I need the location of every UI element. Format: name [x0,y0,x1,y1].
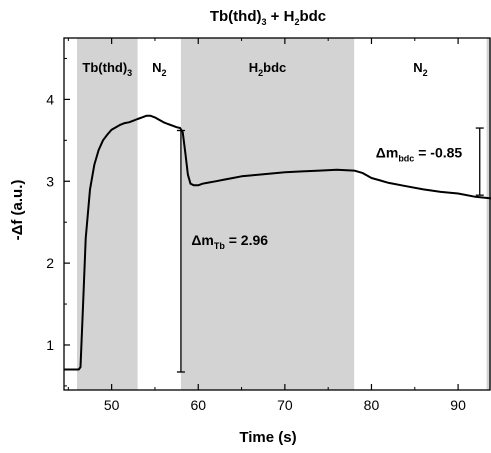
x-tick-label: 80 [364,397,380,413]
x-axis-title: Time (s) [239,429,296,446]
y-tick-label: 3 [46,173,54,189]
delta-annotation: ΔmTb = 2.96 [191,232,268,251]
x-tick-label: 90 [450,397,466,413]
region-label: N2 [152,60,166,78]
chart-title: Tb(thd)3 + H2bdc [210,8,326,27]
x-tick-label: 60 [190,397,206,413]
region-label: Tb(thd)3 [82,60,132,78]
region-band [76,38,138,390]
annotations: ΔmTb = 2.96 Δmbdc = -0.85 [176,127,484,373]
y-tick-label: 1 [46,337,54,353]
shaded-regions [76,38,491,390]
x-tick-label: 70 [277,397,293,413]
y-axis-title: -Δf (a.u.) [9,180,26,241]
region-label: H2bdc [249,60,287,78]
y-tick-label: 2 [46,255,54,271]
y-tick-label: 4 [46,91,54,107]
x-tick-label: 50 [104,397,120,413]
region-band [180,38,355,390]
region-label: N2 [413,60,427,78]
axis-ticks: 50 60 70 80 90 1 2 3 4 [46,38,466,413]
region-labels: Tb(thd)3 N2 H2bdc N2 [82,60,427,78]
delta-annotation: Δmbdc = -0.85 [376,145,463,164]
plot-frame [63,37,491,391]
region-band [486,38,491,390]
